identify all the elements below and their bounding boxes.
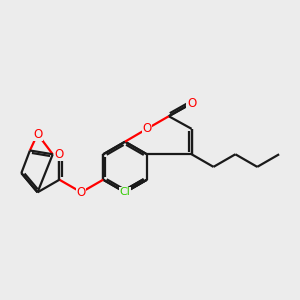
Text: Cl: Cl <box>120 187 130 197</box>
Text: O: O <box>187 97 196 110</box>
Text: O: O <box>142 122 152 135</box>
Text: O: O <box>33 128 42 141</box>
Text: O: O <box>55 148 64 161</box>
Text: O: O <box>77 186 86 199</box>
